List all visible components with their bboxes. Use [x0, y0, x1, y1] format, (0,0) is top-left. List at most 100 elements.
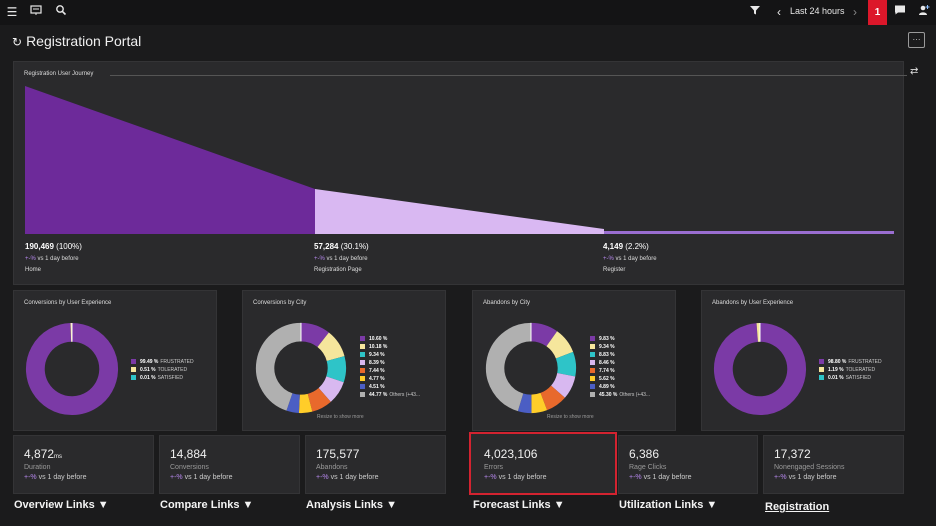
donut-slice[interactable]	[540, 385, 565, 411]
donut-slice[interactable]	[517, 393, 532, 414]
journey-stage-home[interactable]: 190,469 (100%) +-% vs 1 day before Home	[25, 242, 82, 273]
abandons-by-ux-donut[interactable]	[713, 322, 807, 416]
donut-slice[interactable]	[255, 322, 302, 411]
search-icon[interactable]	[53, 4, 69, 20]
donut-slice[interactable]	[485, 322, 532, 412]
legend-row[interactable]: 5.62 %	[590, 375, 650, 383]
journey-stage-registration-page[interactable]: 57,284 (30.1%) +-% vs 1 day before Regis…	[314, 242, 369, 273]
legend-row[interactable]: 0.51 % TOLERATED	[131, 366, 194, 374]
tile-compare: vs 1 day before	[641, 474, 692, 481]
donut-slice[interactable]	[326, 356, 347, 383]
duration-tile[interactable]: 4,872ms Duration +-% vs 1 day before	[13, 435, 154, 494]
stage-name: Registration Page	[314, 267, 362, 273]
alert-count-badge[interactable]: 1	[868, 0, 887, 25]
tile-unit: ms	[54, 454, 63, 460]
overview-links-menu[interactable]: Overview Links ▼	[14, 499, 109, 511]
abandons-by-city-donut[interactable]	[485, 322, 577, 414]
legend-swatch	[360, 368, 365, 373]
tile-label: Errors	[484, 464, 504, 471]
legend-row[interactable]: 45.30 % Others (+43...	[590, 391, 650, 399]
legend-value: 4.51 %	[369, 384, 385, 390]
user-journey-panel: Registration User Journey 190,469 (100%)…	[13, 61, 907, 285]
legend-row[interactable]: 9.34 %	[360, 351, 420, 359]
stage-delta: +-%	[603, 256, 614, 262]
legend-row[interactable]: 0.01 % SATISFIED	[819, 374, 882, 382]
legend-row[interactable]: 7.74 %	[590, 367, 650, 375]
journey-title: Registration User Journey	[24, 71, 94, 77]
filter-icon[interactable]	[747, 4, 763, 20]
legend-label: TOLERATED	[157, 367, 188, 373]
donut-slice[interactable]	[550, 372, 576, 398]
conversions-by-city-donut[interactable]	[255, 322, 347, 414]
timeframe-selector[interactable]: Last 24 hours	[790, 6, 845, 16]
panel-title: Abandons by User Experience	[712, 300, 794, 306]
legend-row[interactable]: 98.80 % FRUSTRATED	[819, 358, 882, 366]
tile-value: 4,872	[24, 447, 55, 461]
legend-value: 8.46 %	[599, 360, 615, 366]
errors-tile[interactable]: 4,023,106 Errors +-% vs 1 day before	[469, 432, 617, 495]
donut-slice[interactable]	[317, 332, 345, 362]
legend-swatch	[590, 368, 595, 373]
legend-row[interactable]: 10.60 %	[360, 335, 420, 343]
legend-label: FRUSTRATED	[160, 359, 194, 365]
user-add-icon[interactable]	[916, 4, 932, 20]
legend-row[interactable]: 4.77 %	[360, 375, 420, 383]
legend-row[interactable]: 4.51 %	[360, 383, 420, 391]
donut-legend: 9.83 % 9.34 % 8.83 % 8.46 % 7.74 % 5.62 …	[590, 335, 650, 399]
donut-slice[interactable]	[530, 322, 558, 347]
legend-row[interactable]: 4.89 %	[590, 383, 650, 391]
tile-value: 6,386	[629, 447, 660, 461]
legend-row[interactable]: 7.44 %	[360, 367, 420, 375]
analysis-links-menu[interactable]: Analysis Links ▼	[306, 499, 397, 511]
legend-row[interactable]: 8.46 %	[590, 359, 650, 367]
resize-note: Resize to show more	[317, 414, 364, 420]
rage-clicks-tile[interactable]: 6,386 Rage Clicks +-% vs 1 day before	[618, 435, 758, 494]
filter-sidebar-icon[interactable]: ⇄	[910, 66, 919, 77]
stage-name: Register	[603, 267, 626, 273]
utilization-links-menu[interactable]: Utilization Links ▼	[619, 499, 718, 511]
chat-icon[interactable]	[892, 4, 908, 20]
donut-slice[interactable]	[318, 375, 344, 402]
page-title: ↻ Registration Portal	[12, 33, 141, 49]
registration-link[interactable]: Registration	[765, 501, 830, 513]
donut-slice[interactable]	[530, 392, 548, 414]
chevron-right-icon[interactable]: ›	[853, 5, 857, 19]
legend-row[interactable]: 9.34 %	[590, 343, 650, 351]
donut-slice[interactable]	[546, 331, 574, 359]
donut-slice[interactable]	[713, 322, 807, 416]
legend-row[interactable]: 44.77 % Others (+43...	[360, 391, 420, 399]
dashboard-icon[interactable]	[28, 4, 44, 20]
forecast-links-menu[interactable]: Forecast Links ▼	[473, 499, 565, 511]
donut-slice[interactable]	[555, 351, 577, 377]
donut-slice[interactable]	[300, 322, 329, 348]
legend-value: 9.83 %	[599, 336, 615, 342]
legend-row[interactable]: 8.83 %	[590, 351, 650, 359]
legend-row[interactable]: 8.39 %	[360, 359, 420, 367]
abandons-tile[interactable]: 175,577 Abandons +-% vs 1 day before	[305, 435, 446, 494]
journey-stage-register[interactable]: 4,149 (2.2%) +-% vs 1 day before Registe…	[603, 242, 657, 273]
legend-row[interactable]: 1.19 % TOLERATED	[819, 366, 882, 374]
legend-label: TOLERATED	[845, 367, 876, 373]
top-bar: ☰ ‹ Last 24 hours › 1	[0, 0, 936, 25]
chevron-left-icon[interactable]: ‹	[777, 5, 781, 19]
conversions-tile[interactable]: 14,884 Conversions +-% vs 1 day before	[159, 435, 300, 494]
compare-links-menu[interactable]: Compare Links ▼	[160, 499, 254, 511]
donut-slice[interactable]	[298, 393, 313, 414]
legend-swatch	[590, 392, 595, 397]
legend-row[interactable]: 99.49 % FRUSTRATED	[131, 358, 194, 366]
journey-funnel-chart	[25, 86, 894, 234]
legend-row[interactable]: 0.01 % SATISFIED	[131, 374, 194, 382]
donut-slice[interactable]	[286, 393, 301, 414]
legend-value: 45.30 %	[599, 392, 618, 398]
legend-row[interactable]: 9.83 %	[590, 335, 650, 343]
donut-slice[interactable]	[307, 387, 331, 412]
legend-swatch	[819, 375, 824, 380]
legend-value: 0.01 %	[828, 375, 844, 381]
legend-row[interactable]: 10.18 %	[360, 343, 420, 351]
hamburger-icon[interactable]: ☰	[6, 5, 18, 19]
conversions-by-ux-donut[interactable]	[25, 322, 119, 416]
donut-slice[interactable]	[25, 322, 118, 416]
more-options-button[interactable]: ···	[908, 32, 925, 48]
legend-value: 10.18 %	[369, 344, 388, 350]
nonengaged-sessions-tile[interactable]: 17,372 Nonengaged Sessions +-% vs 1 day …	[763, 435, 904, 494]
